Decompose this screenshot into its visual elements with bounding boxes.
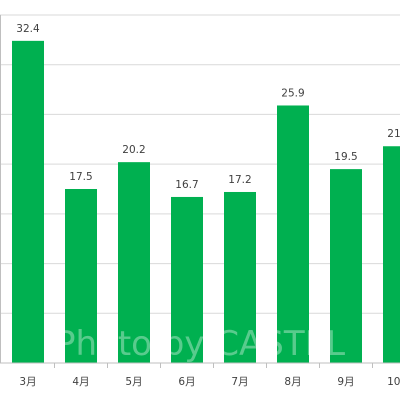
bar-5 — [224, 191, 256, 363]
data-label: 20.2 — [122, 144, 145, 156]
data-labels: 32.4 17.5 20.2 16.7 17.2 25.9 19.5 21.8 — [16, 23, 400, 191]
x-tick-label: 8月 — [284, 376, 301, 388]
data-label: 19.5 — [334, 151, 357, 163]
watermark-text: Photo by CASTEL — [55, 324, 345, 364]
data-label: 17.5 — [69, 171, 92, 183]
x-tick-label: 4月 — [72, 376, 89, 388]
x-tick-label: 10月 — [387, 376, 400, 388]
data-label: 21.8 — [387, 128, 400, 140]
bar-7 — [330, 169, 362, 363]
bar-8 — [383, 146, 400, 363]
x-tick-label: 3月 — [19, 376, 36, 388]
x-tick-labels: 3月 4月 5月 6月 7月 8月 9月 10月 — [19, 376, 400, 388]
x-tick-label: 9月 — [337, 376, 354, 388]
bar-3 — [118, 162, 150, 363]
bar-4 — [171, 196, 203, 363]
x-axis — [0, 15, 400, 368]
data-label: 17.2 — [228, 174, 251, 186]
data-label: 32.4 — [16, 23, 40, 35]
bar-2 — [65, 189, 97, 363]
bar-6 — [277, 105, 309, 363]
x-tick-label: 6月 — [178, 376, 195, 388]
data-label: 16.7 — [175, 179, 198, 191]
bar-1 — [12, 40, 44, 363]
x-tick-label: 7月 — [231, 376, 248, 388]
x-tick-label: 5月 — [125, 376, 142, 388]
bars — [12, 40, 400, 363]
data-label: 25.9 — [281, 87, 304, 99]
